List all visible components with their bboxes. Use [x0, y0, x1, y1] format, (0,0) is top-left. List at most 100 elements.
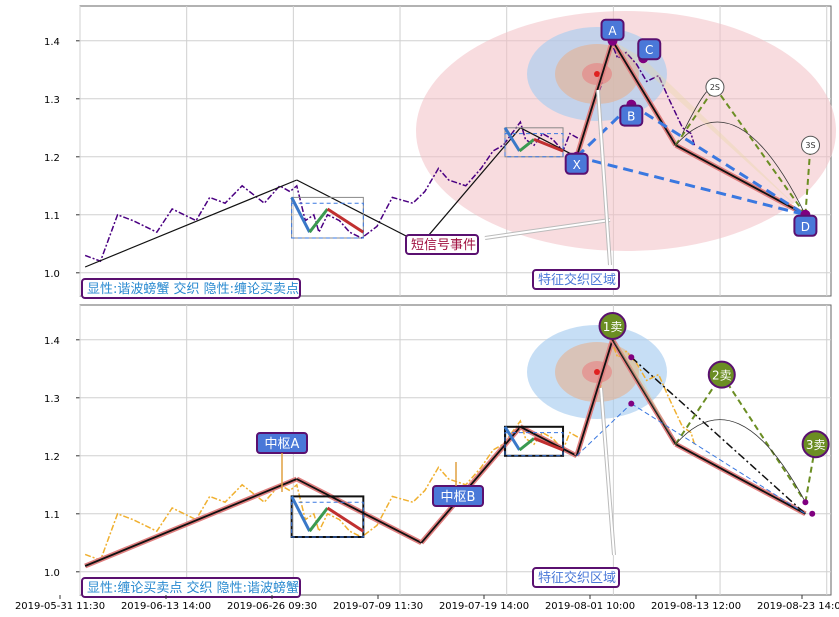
x-tick-label: 2019-08-01 10:00: [545, 601, 635, 612]
y-tick-label: 1.3: [44, 394, 60, 405]
zigzag-segment: [675, 443, 806, 515]
harmonic-triangle: [612, 40, 806, 215]
y-tick-label: 1.4: [44, 37, 60, 48]
price-series-line: [84, 337, 696, 562]
harmonic-point-badge: [637, 38, 662, 61]
zigzag-segment: [575, 40, 614, 158]
y-tick-label: 1.3: [44, 95, 60, 106]
x-tick-label: 2019-08-23 14:00: [757, 601, 839, 612]
annotation-text: 短信号事件: [411, 238, 476, 253]
pivot-stroke: [533, 437, 564, 452]
harmonic-xb-line: [575, 103, 633, 158]
target-zone-center: [594, 369, 600, 375]
turning-point-dot: [628, 400, 635, 407]
y-tick-label: 1.2: [44, 153, 60, 164]
projection-arc: [675, 121, 806, 215]
projection-line: [720, 374, 807, 503]
x-tick-label: 2019-07-09 11:30: [333, 601, 423, 612]
annotation-arrow-core: [597, 89, 611, 266]
pivot-stroke: [518, 437, 535, 452]
annotation-box: [81, 577, 301, 598]
y-tick-label: 1.1: [44, 510, 60, 521]
annotation-box: [532, 567, 620, 588]
target-zone-center: [594, 71, 600, 77]
harmonic-point-badge: [564, 152, 589, 175]
bottom-panel: 1.0 1.1 1.2 1.3 1.4 1卖 2卖 3卖 中枢A 中枢B 特征交织区域显性:缠论买卖…: [15, 304, 839, 612]
annotation-box: [81, 278, 301, 299]
sell-point-label: 2卖: [712, 369, 732, 383]
y-tick-label: 1.0: [44, 568, 60, 579]
harmonic-point-label: C: [645, 43, 653, 57]
hidden-harmonic-line: [576, 403, 632, 457]
annotation-text: 显性:谐波螃蟹 交织 隐性:缠论买卖点: [87, 281, 299, 297]
zigzag-segment: [520, 127, 577, 158]
projection-arc: [675, 419, 806, 503]
turning-point-dot: [802, 499, 809, 506]
pivot-label: 中枢A: [265, 437, 300, 452]
turning-point-dot: [809, 510, 816, 517]
zigzag-segment: [675, 144, 806, 216]
zigzag-segment: [519, 425, 578, 457]
y-tick-label: 1.0: [44, 269, 60, 280]
y-tick-label: 1.2: [44, 452, 60, 463]
x-tick-label: 2019-05-31 11:30: [15, 601, 105, 612]
harmonic-point-badge: [619, 104, 644, 127]
pivot-stroke: [290, 196, 311, 233]
sell-point-label: 1卖: [603, 320, 623, 334]
harmonic-point-badge: [793, 214, 818, 237]
zigzag-segment: [296, 179, 422, 245]
annotation-text: 显性:缠论买卖点 交织 隐性:谐波螃蟹: [87, 580, 299, 596]
hidden-harmonic-line: [631, 403, 806, 515]
pivot-stroke: [326, 506, 365, 533]
x-tick-label: 2019-06-26 09:30: [227, 601, 317, 612]
zigzag-segment: [611, 339, 677, 445]
harmonic-bd-line: [630, 103, 807, 217]
sell-point-badge: [801, 430, 830, 459]
sell-point-badge: [707, 360, 736, 389]
pivot-stroke: [503, 426, 521, 451]
y-tick-label: 1.4: [44, 336, 60, 347]
y-tick-label: 1.1: [44, 211, 60, 222]
signal-marker-label: 3S: [805, 141, 815, 150]
pivot-stroke: [503, 127, 521, 152]
annotation-arrow-core: [600, 387, 615, 556]
annotation-text: 特征交织区域: [538, 272, 616, 288]
sell-triangle: [612, 339, 676, 445]
projection-line: [714, 86, 807, 216]
zigzag-segment: [420, 127, 521, 245]
pivot-stroke: [518, 138, 535, 153]
interweave-zone-ellipse: [416, 11, 836, 251]
pivot-stroke: [290, 495, 311, 532]
annotation-box: [532, 269, 620, 290]
pivot-inner-box: [291, 202, 364, 239]
projection-line: [674, 374, 723, 445]
annotation-text: 特征交织区域: [538, 570, 616, 586]
x-tick-label: 2019-07-19 14:00: [439, 601, 529, 612]
signal-marker-label: 2S: [710, 83, 720, 92]
zigzag-segment: [84, 179, 297, 268]
signal-marker: [705, 77, 725, 97]
zigzag-segment: [575, 339, 614, 457]
pivot-inner-box: [504, 432, 564, 457]
plot-frame: [79, 304, 832, 596]
pivot-label: 中枢B: [441, 490, 476, 505]
sell-point-badge: [598, 312, 627, 340]
pivot-inner-box: [291, 501, 364, 538]
zigzag-segment: [84, 478, 298, 567]
harmonic-point-label: X: [573, 158, 581, 172]
x-tick-label: 2019-08-13 12:00: [651, 601, 741, 612]
price-series-line: [84, 38, 696, 263]
pivot-stroke: [308, 507, 329, 533]
sell-trend-line: [630, 356, 806, 515]
annotation-arrow-core: [484, 219, 611, 239]
harmonic-xd-line: [576, 155, 806, 217]
zigzag-segment: [420, 426, 522, 544]
projection-line: [804, 145, 812, 215]
harmonic-point-label: B: [627, 110, 635, 124]
pivot-stroke: [308, 208, 329, 234]
turning-point-dot: [628, 354, 635, 361]
annotation-box: [405, 234, 479, 255]
pivot-inner-box: [504, 133, 564, 158]
top-panel: 1.0 1.1 1.2 1.3 1.4 A B C D X 2S 3S 短信号事件特征交织区域显性:谐波…: [44, 5, 836, 299]
